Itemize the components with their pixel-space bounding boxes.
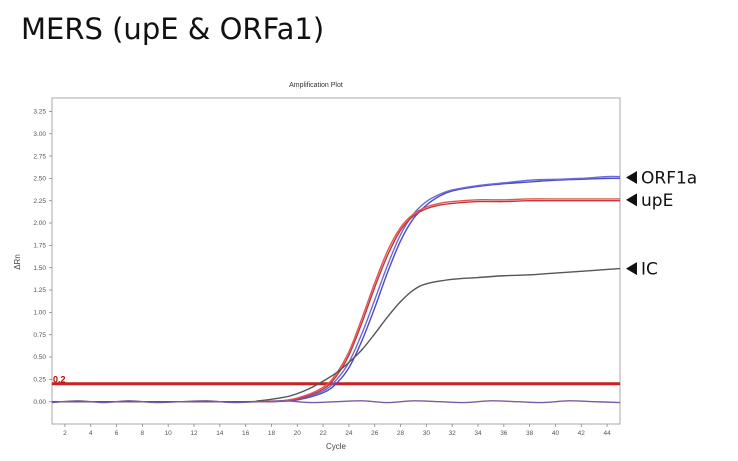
series-line-orf1a-0 bbox=[51, 177, 621, 403]
annotation-label: ORF1a bbox=[641, 168, 697, 188]
y-tick-label: 2.25 bbox=[33, 198, 46, 205]
annotation-arrow-icon bbox=[626, 262, 637, 276]
series-line-upe-2 bbox=[51, 199, 620, 403]
x-tick-label: 22 bbox=[319, 430, 327, 437]
x-tick-label: 10 bbox=[165, 430, 173, 437]
y-tick-label: 2.50 bbox=[33, 176, 46, 183]
x-tick-label: 14 bbox=[216, 430, 224, 437]
y-tick-label: 1.00 bbox=[33, 310, 46, 317]
y-tick-label: 0.25 bbox=[33, 377, 46, 384]
y-tick-label: 2.00 bbox=[33, 220, 46, 227]
series-line-baseline-5 bbox=[51, 400, 621, 404]
x-tick-label: 12 bbox=[190, 430, 198, 437]
y-tick-label: 3.25 bbox=[33, 109, 46, 116]
x-tick-label: 38 bbox=[526, 430, 534, 437]
x-tick-label: 20 bbox=[294, 430, 302, 437]
series-line-ic-4 bbox=[51, 267, 621, 403]
annotation-arrow-icon bbox=[626, 170, 637, 184]
x-tick-label: 32 bbox=[449, 430, 457, 437]
x-tick-label: 34 bbox=[474, 430, 482, 437]
x-tick-label: 8 bbox=[141, 430, 145, 437]
series-line-upe-3 bbox=[51, 198, 620, 403]
x-tick-label: 44 bbox=[603, 430, 611, 437]
annotation-group: ORF1a upE IC bbox=[626, 168, 697, 280]
y-tick-label: 3.00 bbox=[33, 131, 46, 138]
y-tick-label: 1.75 bbox=[33, 243, 46, 250]
plot-area-frame bbox=[51, 97, 621, 425]
x-tick-label: 2 bbox=[63, 430, 67, 437]
x-tick-label: 18 bbox=[268, 430, 276, 437]
x-tick-label: 6 bbox=[115, 430, 119, 437]
x-tick-label: 28 bbox=[397, 430, 405, 437]
y-tick-label: 0.75 bbox=[33, 332, 46, 339]
page-title: MERS (upE & ORFa1) bbox=[21, 12, 325, 46]
x-tick-label: 26 bbox=[371, 430, 379, 437]
x-tick-label: 40 bbox=[552, 430, 560, 437]
y-axis-label: ΔRn bbox=[13, 254, 22, 270]
y-tick-label: 2.75 bbox=[33, 153, 46, 160]
x-tick-label: 16 bbox=[242, 430, 250, 437]
x-tick-label: 36 bbox=[500, 430, 508, 437]
annotation-label: upE bbox=[641, 191, 673, 211]
y-tick-label: 0.00 bbox=[33, 399, 46, 406]
y-axis-ticks: 0.00 0.25 0.50 0.75 1.00 1.25 1.50 1.75 2.00 2.25… bbox=[33, 109, 52, 406]
y-tick-label: 1.25 bbox=[33, 287, 46, 294]
x-tick-label: 42 bbox=[578, 430, 586, 437]
x-axis-label: Cycle bbox=[326, 442, 347, 451]
x-axis-ticks: 2 4 6 8 10 12 14 16 18 20 22 24 26 28 30 32 34 36 38 40 42 44 bbox=[63, 424, 611, 437]
y-tick-label: 0.50 bbox=[33, 354, 46, 361]
x-tick-label: 30 bbox=[423, 430, 431, 437]
threshold-label: 0.2 bbox=[53, 374, 66, 384]
annotation-label: IC bbox=[641, 260, 658, 280]
annotation-arrow-icon bbox=[626, 193, 637, 207]
x-tick-label: 24 bbox=[345, 430, 353, 437]
x-tick-label: 4 bbox=[89, 430, 93, 437]
plot-title: Amplification Plot bbox=[289, 82, 343, 89]
series-group bbox=[51, 175, 621, 404]
y-tick-label: 1.50 bbox=[33, 265, 46, 272]
